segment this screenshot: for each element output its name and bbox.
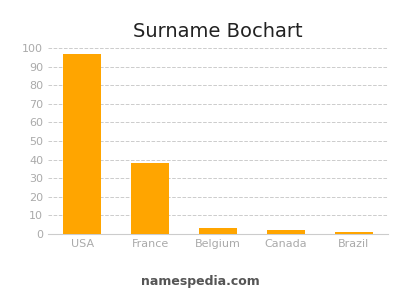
Text: namespedia.com: namespedia.com (141, 275, 259, 288)
Bar (131, 163, 169, 234)
Title: Surname Bochart: Surname Bochart (133, 22, 303, 41)
Bar (64, 54, 101, 234)
Bar (267, 230, 305, 234)
Bar (335, 232, 372, 234)
Bar (199, 228, 237, 234)
